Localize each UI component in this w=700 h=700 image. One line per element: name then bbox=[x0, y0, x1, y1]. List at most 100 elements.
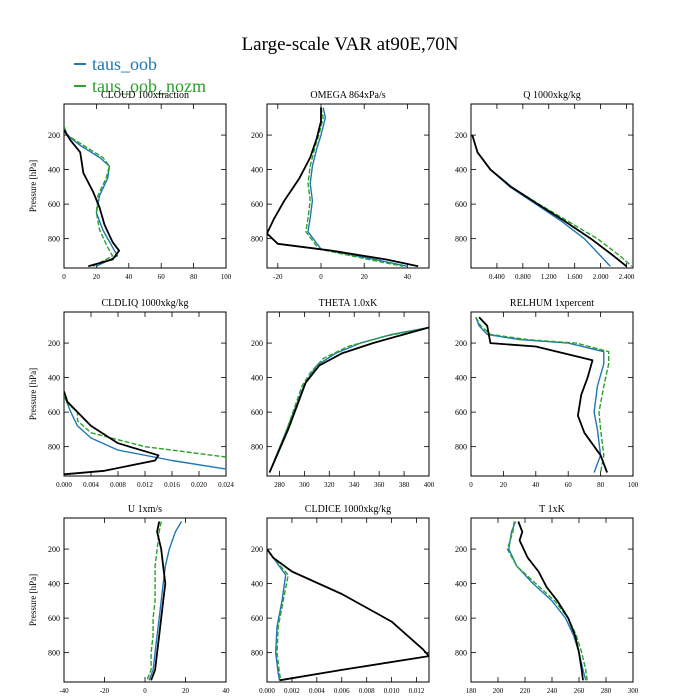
panel-title: CLDLIQ 1000xkg/kg bbox=[102, 298, 189, 309]
x-tick-label: 0.000 bbox=[259, 687, 275, 695]
x-tick-label: 2.000 bbox=[593, 273, 609, 281]
y-tick-label: 200 bbox=[455, 131, 467, 140]
x-tick-label: 260 bbox=[574, 687, 585, 695]
y-tick-label: 600 bbox=[48, 614, 60, 623]
x-tick-label: 0.008 bbox=[359, 687, 375, 695]
panel-3: Q 1000xkg/kg 200 400 600 800 0.400 0.800 1.200 1… bbox=[455, 90, 635, 281]
x-tick-label: 180 bbox=[466, 687, 477, 695]
y-tick-label: 800 bbox=[251, 649, 263, 658]
x-tick-label: 0 bbox=[319, 273, 323, 281]
y-axis-label: Pressure [hPa] bbox=[28, 160, 38, 212]
x-tick-label: 0.016 bbox=[164, 481, 180, 489]
series-line-taus-oob-nozm bbox=[64, 126, 114, 267]
y-tick-label: 800 bbox=[455, 649, 467, 658]
series-line-reference bbox=[150, 521, 167, 681]
x-tick-label: 20 bbox=[361, 273, 369, 281]
x-tick-label: 40 bbox=[125, 273, 133, 281]
y-tick-label: 200 bbox=[48, 339, 60, 348]
x-tick-label: 0.008 bbox=[110, 481, 126, 489]
y-tick-label: 600 bbox=[455, 614, 467, 623]
y-tick-label: 200 bbox=[251, 545, 263, 554]
x-tick-label: 80 bbox=[597, 481, 605, 489]
y-tick-label: 400 bbox=[455, 580, 467, 589]
legend: taus_oob taus_oob_nozm bbox=[74, 54, 206, 96]
x-tick-label: 20 bbox=[93, 273, 101, 281]
panel-7: U 1xm/s Pressure [hPa] 200 400 600 800 -40 -20 0… bbox=[28, 504, 230, 695]
x-tick-label: 300 bbox=[628, 687, 639, 695]
series-line-taus-oob bbox=[148, 521, 183, 681]
x-tick-label: -20 bbox=[273, 273, 283, 281]
panel-title: OMEGA 864xPa/s bbox=[310, 90, 385, 101]
x-tick-label: 2.400 bbox=[619, 273, 635, 281]
legend-label-taus-oob: taus_oob bbox=[92, 54, 157, 74]
series-line-taus-oob bbox=[508, 521, 587, 681]
panel-frame bbox=[470, 103, 634, 269]
y-tick-label: 800 bbox=[48, 649, 60, 658]
y-tick-label: 200 bbox=[455, 545, 467, 554]
x-tick-label: 320 bbox=[324, 481, 335, 489]
x-tick-label: -40 bbox=[59, 687, 69, 695]
x-tick-label: 0.012 bbox=[137, 481, 153, 489]
x-tick-label: 200 bbox=[493, 687, 504, 695]
series-line-reference bbox=[267, 548, 429, 682]
x-tick-label: 280 bbox=[274, 481, 285, 489]
series-line-taus-oob-nozm bbox=[267, 548, 289, 681]
y-tick-label: 200 bbox=[455, 339, 467, 348]
x-tick-label: 1.200 bbox=[541, 273, 557, 281]
series-line-reference bbox=[517, 521, 584, 681]
y-tick-label: 800 bbox=[455, 235, 467, 244]
y-tick-label: 400 bbox=[455, 374, 467, 383]
x-tick-label: 40 bbox=[532, 481, 540, 489]
panel-frame bbox=[63, 103, 227, 269]
panel-5: THETA 1.0xK 200 400 600 800 280 300 320 340 360 38… bbox=[251, 298, 435, 489]
y-tick-label: 200 bbox=[48, 545, 60, 554]
series-line-taus-oob-nozm bbox=[64, 394, 226, 461]
x-tick-label: 280 bbox=[601, 687, 612, 695]
panel-frame bbox=[470, 311, 634, 477]
y-tick-label: 800 bbox=[251, 235, 263, 244]
series-line-reference bbox=[268, 326, 429, 473]
panel-title: RELHUM 1xpercent bbox=[510, 298, 594, 309]
figure-title: Large-scale VAR at90E,70N bbox=[242, 34, 459, 55]
x-tick-label: 0.012 bbox=[409, 687, 425, 695]
y-axis-label: Pressure [hPa] bbox=[28, 368, 38, 420]
y-tick-label: 200 bbox=[251, 339, 263, 348]
y-tick-label: 600 bbox=[455, 200, 467, 209]
y-tick-label: 400 bbox=[251, 166, 263, 175]
panel-frame bbox=[266, 103, 430, 269]
y-tick-label: 800 bbox=[48, 235, 60, 244]
x-tick-label: 0.010 bbox=[384, 687, 400, 695]
y-tick-label: 600 bbox=[48, 408, 60, 417]
y-tick-label: 600 bbox=[251, 200, 263, 209]
x-tick-label: 0.004 bbox=[309, 687, 325, 695]
series-line-reference bbox=[478, 316, 608, 473]
x-tick-label: 100 bbox=[628, 481, 639, 489]
x-tick-label: 0.024 bbox=[218, 481, 234, 489]
y-tick-label: 200 bbox=[251, 131, 263, 140]
x-tick-label: 0.800 bbox=[515, 273, 531, 281]
x-tick-label: 300 bbox=[299, 481, 310, 489]
x-tick-label: 360 bbox=[374, 481, 385, 489]
series-line-taus-oob-nozm bbox=[475, 316, 610, 473]
panel-frame bbox=[266, 311, 430, 477]
panel-4: CLDLIQ 1000xkg/kg Pressure [hPa] 200 400 600… bbox=[28, 298, 234, 489]
series-line-reference bbox=[267, 107, 419, 268]
series-line-taus-oob-nozm bbox=[506, 521, 588, 681]
series-line-taus-oob bbox=[64, 394, 226, 470]
y-tick-label: 400 bbox=[48, 166, 60, 175]
x-tick-label: 0.006 bbox=[334, 687, 350, 695]
x-tick-label: 60 bbox=[158, 273, 166, 281]
series-line-reference bbox=[64, 391, 160, 476]
panel-9: T 1xK 200 400 600 800 180 200 220 240 260 280 300 bbox=[455, 504, 639, 695]
x-tick-label: 1.600 bbox=[567, 273, 583, 281]
panel-title: Q 1000xkg/kg bbox=[523, 90, 581, 101]
legend-label-taus-oob-nozm: taus_oob_nozm bbox=[92, 76, 206, 96]
x-tick-label: 40 bbox=[404, 273, 412, 281]
y-tick-label: 600 bbox=[455, 408, 467, 417]
series-line-reference bbox=[64, 129, 120, 268]
y-tick-label: 800 bbox=[455, 443, 467, 452]
y-tick-label: 800 bbox=[48, 443, 60, 452]
y-axis-label: Pressure [hPa] bbox=[28, 574, 38, 626]
panel-title: T 1xK bbox=[539, 504, 565, 515]
